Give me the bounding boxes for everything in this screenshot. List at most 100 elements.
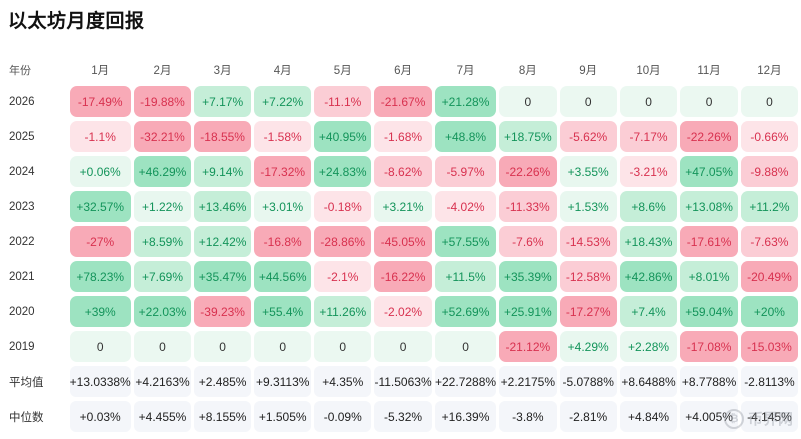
return-cell: +1.22% <box>133 191 192 222</box>
return-cell: +18.43% <box>619 226 678 257</box>
year-label: 2026 <box>9 95 35 108</box>
return-cell: +7.22% <box>253 86 312 117</box>
return-cell: +4.29% <box>559 331 617 362</box>
return-cell: -1.68% <box>374 121 432 152</box>
summary-cell: +0.03% <box>69 401 131 432</box>
return-cell: -7.6% <box>499 226 557 257</box>
summary-cell: -3.8% <box>499 401 557 432</box>
return-cell: -7.63% <box>740 226 798 257</box>
return-cell: 0 <box>499 86 557 117</box>
return-cell: -16.8% <box>253 226 312 257</box>
summary-cell: -0.09% <box>314 401 372 432</box>
return-cell: +9.14% <box>194 156 251 187</box>
table-row: 2026 -17.49% -19.88% +7.17% +7.22% -11.1% -21.… <box>3 86 798 117</box>
return-cell: -18.55% <box>194 121 251 152</box>
return-cell: +57.55% <box>435 226 497 257</box>
return-cell: +32.57% <box>69 191 131 222</box>
month-header: 2月 <box>153 65 172 77</box>
return-cell: +3.55% <box>559 156 617 187</box>
return-cell: +11.2% <box>740 191 798 222</box>
return-cell: +52.69% <box>435 296 497 327</box>
return-cell: -2.02% <box>374 296 432 327</box>
table-header-row: 年份 1月 2月 3月 4月 5月 6月 7月 8月 9月 10月 11月 12… <box>3 58 798 82</box>
return-cell: -39.23% <box>194 296 251 327</box>
return-cell: -11.33% <box>499 191 557 222</box>
return-cell: +24.83% <box>314 156 372 187</box>
return-cell: +7.69% <box>133 261 192 292</box>
return-cell: +8.59% <box>133 226 192 257</box>
summary-label: 平均值 <box>9 376 44 389</box>
return-cell: +1.53% <box>559 191 617 222</box>
summary-cell: +2.2175% <box>499 366 557 397</box>
return-cell: 0 <box>740 86 798 117</box>
return-cell: -1.1% <box>69 121 131 152</box>
return-cell: +21.28% <box>435 86 497 117</box>
return-cell: -5.62% <box>559 121 617 152</box>
return-cell: -7.17% <box>619 121 678 152</box>
return-cell: -17.27% <box>559 296 617 327</box>
summary-cell: +8.7788% <box>680 366 738 397</box>
return-cell: +35.39% <box>499 261 557 292</box>
summary-cell: +13.0338% <box>69 366 131 397</box>
return-cell: +55.4% <box>253 296 312 327</box>
return-cell: -1.58% <box>253 121 312 152</box>
return-cell: -20.49% <box>740 261 798 292</box>
return-cell: -4.02% <box>435 191 497 222</box>
table-row: 2025 -1.1% -32.21% -18.55% -1.58% +40.95% -1.6… <box>3 121 798 152</box>
return-cell: -11.1% <box>314 86 372 117</box>
return-cell: 0 <box>314 331 372 362</box>
return-cell: +11.5% <box>435 261 497 292</box>
summary-cell: -4.145% <box>740 401 798 432</box>
month-header: 11月 <box>697 65 721 77</box>
return-cell: -2.1% <box>314 261 372 292</box>
summary-cell: +4.84% <box>619 401 678 432</box>
page-title: 以太坊月度回报 <box>8 11 145 32</box>
return-cell: +47.05% <box>680 156 738 187</box>
return-cell: 0 <box>253 331 312 362</box>
summary-cell: +8.6488% <box>619 366 678 397</box>
return-cell: 0 <box>374 331 432 362</box>
return-cell: +7.17% <box>194 86 251 117</box>
year-label: 2023 <box>9 200 35 213</box>
return-cell: 0 <box>69 331 131 362</box>
return-cell: 0 <box>133 331 192 362</box>
return-cell: +0.06% <box>69 156 131 187</box>
year-label: 2019 <box>9 340 35 353</box>
month-header: 8月 <box>518 65 537 77</box>
return-cell: -32.21% <box>133 121 192 152</box>
summary-cell: -2.8113% <box>740 366 798 397</box>
return-cell: +40.95% <box>314 121 372 152</box>
return-cell: +42.86% <box>619 261 678 292</box>
return-cell: +12.42% <box>194 226 251 257</box>
summary-cell: +2.485% <box>194 366 251 397</box>
return-cell: 0 <box>559 86 617 117</box>
return-cell: -16.22% <box>374 261 432 292</box>
return-cell: -17.61% <box>680 226 738 257</box>
summary-cell: +16.39% <box>435 401 497 432</box>
return-cell: -14.53% <box>559 226 617 257</box>
summary-cell: +1.505% <box>253 401 312 432</box>
return-cell: +35.47% <box>194 261 251 292</box>
summary-cell: +4.455% <box>133 401 192 432</box>
return-cell: +25.91% <box>499 296 557 327</box>
month-header: 6月 <box>394 65 412 77</box>
table-row: 2021 +78.23% +7.69% +35.47% +44.56% -2.1% -16.… <box>3 261 798 292</box>
month-header: 10月 <box>636 65 661 77</box>
monthly-returns-table: 年份 1月 2月 3月 4月 5月 6月 7月 8月 9月 10月 11月 12… <box>0 54 801 436</box>
return-cell: +11.26% <box>314 296 372 327</box>
return-cell: +78.23% <box>69 261 131 292</box>
return-cell: +3.01% <box>253 191 312 222</box>
year-label: 2020 <box>9 305 35 318</box>
return-cell: +22.03% <box>133 296 192 327</box>
return-cell: +3.21% <box>374 191 432 222</box>
summary-row: 中位数 +0.03% +4.455% +8.155% +1.505% -0.09% -5.3… <box>3 401 798 432</box>
return-cell: -15.03% <box>740 331 798 362</box>
return-cell: -17.32% <box>253 156 312 187</box>
summary-cell: -5.0788% <box>559 366 617 397</box>
return-cell: +39% <box>69 296 131 327</box>
return-cell: -9.88% <box>740 156 798 187</box>
return-cell: +48.8% <box>435 121 497 152</box>
return-cell: -17.08% <box>680 331 738 362</box>
return-cell: -22.26% <box>680 121 738 152</box>
year-label: 2024 <box>9 165 35 178</box>
